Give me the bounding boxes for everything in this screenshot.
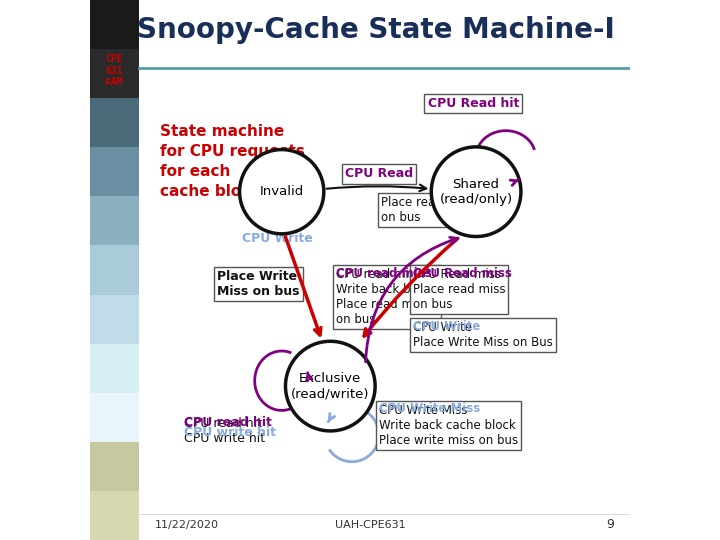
Text: UAH-CPE631: UAH-CPE631	[336, 520, 406, 530]
Text: CPU read miss: CPU read miss	[336, 267, 431, 280]
Bar	[90, 294, 138, 343]
Text: CPU Write: CPU Write	[242, 232, 313, 245]
Text: Invalid: Invalid	[260, 185, 304, 198]
Circle shape	[240, 150, 324, 234]
Bar	[90, 0, 138, 49]
Text: 11/22/2020: 11/22/2020	[155, 520, 219, 530]
Circle shape	[431, 147, 521, 237]
Bar	[90, 343, 138, 393]
Text: State machine
for CPU requests
for each
cache block: State machine for CPU requests for each …	[160, 124, 305, 199]
Bar	[90, 147, 138, 197]
Text: CPU Read miss
Place read miss
on bus: CPU Read miss Place read miss on bus	[413, 268, 505, 312]
Text: Snoopy-Cache State Machine-I: Snoopy-Cache State Machine-I	[138, 16, 615, 44]
Text: CPU Read hit: CPU Read hit	[428, 97, 519, 110]
Text: CPU read hit: CPU read hit	[184, 416, 272, 429]
Bar	[90, 491, 138, 540]
Text: Place read miss
on bus: Place read miss on bus	[381, 196, 473, 224]
Text: CPE
631
©AM: CPE 631 ©AM	[106, 54, 123, 87]
Text: CPU read hit
CPU write hit: CPU read hit CPU write hit	[184, 417, 266, 445]
Bar	[90, 246, 138, 294]
Bar	[90, 393, 138, 442]
Text: CPU read miss
Write back block,
Place read miss
on bus: CPU read miss Write back block, Place re…	[336, 268, 438, 326]
Text: 9: 9	[606, 518, 613, 531]
Text: CPU write hit: CPU write hit	[184, 426, 276, 438]
Text: CPU Read miss: CPU Read miss	[413, 267, 512, 280]
Text: CPU Write
Place Write Miss on Bus: CPU Write Place Write Miss on Bus	[413, 321, 553, 349]
Circle shape	[285, 341, 375, 431]
Bar	[90, 442, 138, 491]
Text: CPU Write: CPU Write	[413, 320, 480, 333]
Text: Place Write
Miss on bus: Place Write Miss on bus	[217, 270, 300, 298]
Bar	[90, 49, 138, 98]
Text: Exclusive
(read/write): Exclusive (read/write)	[291, 372, 369, 400]
Bar	[90, 98, 138, 147]
Text: CPU Write Miss: CPU Write Miss	[379, 402, 480, 415]
Bar	[90, 197, 138, 246]
Text: CPU Write Miss
Write back cache block
Place write miss on bus: CPU Write Miss Write back cache block Pl…	[379, 404, 518, 447]
Text: CPU Read: CPU Read	[345, 167, 413, 180]
Text: Shared
(read/only): Shared (read/only)	[439, 178, 513, 206]
